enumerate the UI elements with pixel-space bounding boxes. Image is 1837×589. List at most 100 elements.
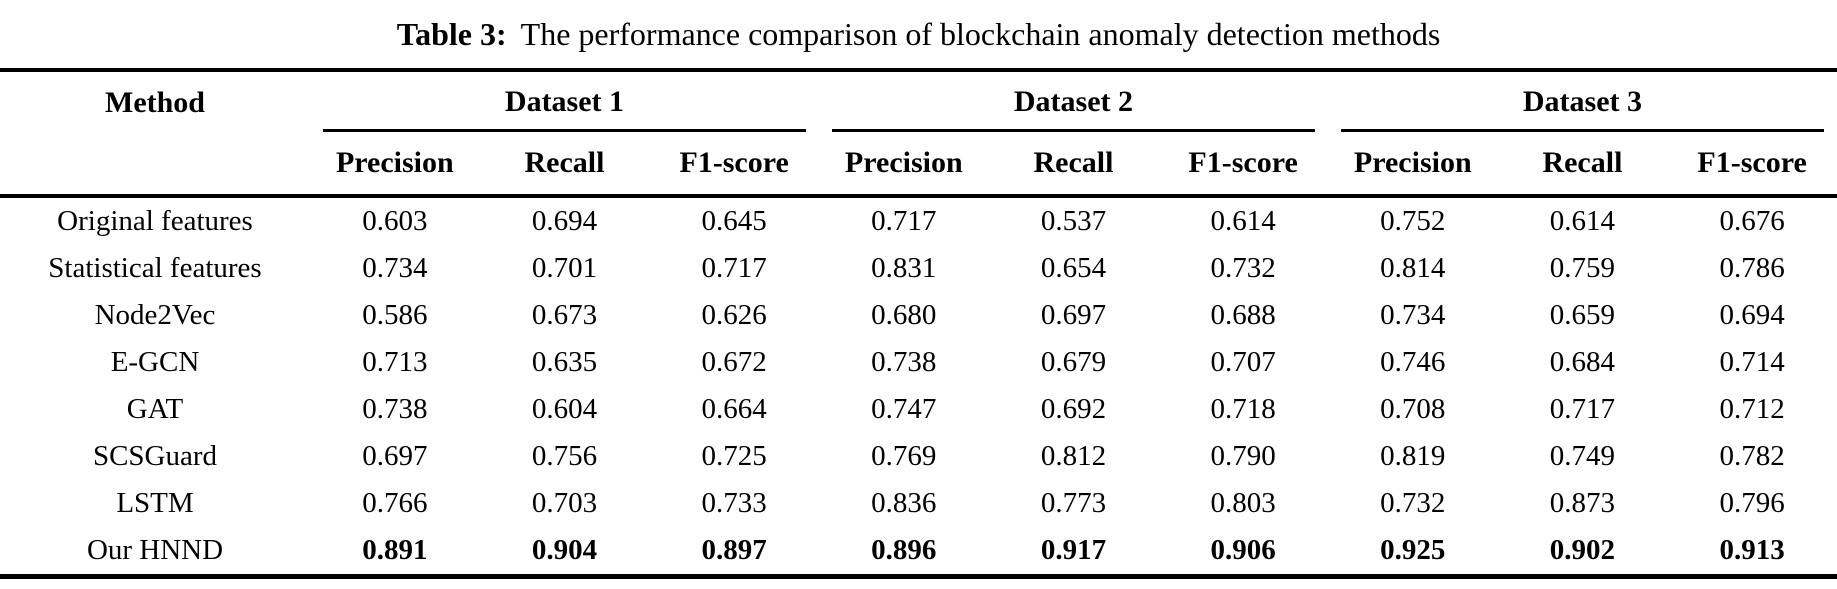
value-cell: 0.732 [1210, 252, 1276, 284]
header-d1-precision: Precision [310, 132, 480, 198]
value-cell: 0.707 [1210, 346, 1276, 378]
header-d3-precision: Precision [1327, 132, 1498, 198]
header-d1-recall: Recall [479, 132, 650, 198]
value-cell: 0.664 [701, 393, 767, 425]
value-cell: 0.782 [1719, 440, 1785, 472]
table-row: SCSGuard 0.697 0.756 0.725 0.769 0.812 0… [0, 433, 1837, 480]
value-cell: 0.747 [871, 393, 937, 425]
header-d3-f1score: F1-score [1667, 132, 1837, 198]
method-cell: Node2Vec [94, 299, 216, 331]
method-cell: Statistical features [48, 252, 262, 284]
value-cell: 0.913 [1719, 534, 1785, 566]
value-cell: 0.906 [1210, 534, 1276, 566]
value-cell: 0.814 [1380, 252, 1446, 284]
value-cell: 0.717 [871, 205, 937, 237]
method-cell: Our HNND [86, 534, 224, 566]
value-cell: 0.712 [1719, 393, 1785, 425]
header-d2-f1score: F1-score [1158, 132, 1328, 198]
value-cell: 0.626 [701, 299, 767, 331]
value-cell: 0.679 [1040, 346, 1107, 378]
value-cell: 0.734 [1380, 299, 1446, 331]
value-cell: 0.746 [1380, 346, 1446, 378]
value-cell: 0.645 [701, 205, 767, 237]
value-cell: 0.717 [1549, 393, 1616, 425]
caption-label: Table 3: [396, 15, 507, 52]
value-cell: 0.692 [1040, 393, 1107, 425]
value-cell: 0.586 [362, 299, 428, 331]
value-cell: 0.756 [531, 440, 598, 472]
value-cell: 0.717 [701, 252, 767, 284]
value-cell: 0.790 [1210, 440, 1276, 472]
value-cell: 0.896 [871, 534, 937, 566]
value-cell: 0.873 [1549, 487, 1616, 519]
value-cell: 0.713 [362, 346, 428, 378]
value-cell: 0.803 [1210, 487, 1276, 519]
value-cell: 0.614 [1210, 205, 1276, 237]
value-cell: 0.672 [701, 346, 767, 378]
value-cell: 0.614 [1549, 205, 1616, 237]
value-cell: 0.537 [1040, 205, 1107, 237]
value-cell: 0.703 [531, 487, 598, 519]
value-cell: 0.732 [1380, 487, 1446, 519]
value-cell: 0.904 [531, 534, 598, 566]
value-cell: 0.773 [1040, 487, 1107, 519]
value-cell: 0.836 [871, 487, 937, 519]
value-cell: 0.604 [531, 393, 598, 425]
value-cell: 0.676 [1719, 205, 1785, 237]
value-cell: 0.694 [531, 205, 598, 237]
method-cell: SCSGuard [92, 440, 218, 472]
value-cell: 0.752 [1380, 205, 1446, 237]
table-row: Statistical features 0.734 0.701 0.717 0… [0, 245, 1837, 292]
value-cell: 0.725 [701, 440, 767, 472]
value-cell: 0.786 [1719, 252, 1785, 284]
value-cell: 0.718 [1210, 393, 1276, 425]
value-cell: 0.694 [1719, 299, 1785, 331]
header-d2-recall: Recall [988, 132, 1159, 198]
value-cell: 0.738 [871, 346, 937, 378]
value-cell: 0.759 [1549, 252, 1616, 284]
value-cell: 0.891 [362, 534, 428, 566]
value-cell: 0.897 [701, 534, 767, 566]
header-d1-f1score: F1-score [649, 132, 819, 198]
value-cell: 0.603 [362, 205, 428, 237]
metric-header-row: Precision Recall F1-score Precision Reca… [0, 132, 1837, 198]
value-cell: 0.734 [362, 252, 428, 284]
group-header-dataset-1: Dataset 1 [310, 70, 819, 132]
table-row: Node2Vec 0.586 0.673 0.626 0.680 0.697 0… [0, 292, 1837, 339]
table-row: Original features 0.603 0.694 0.645 0.71… [0, 196, 1837, 245]
value-cell: 0.697 [1040, 299, 1107, 331]
value-cell: 0.708 [1380, 393, 1446, 425]
value-cell: 0.769 [871, 440, 937, 472]
value-cell: 0.673 [531, 299, 598, 331]
group-header-row: Method Dataset 1 Dataset 2 Dataset 3 [0, 70, 1837, 198]
value-cell: 0.917 [1040, 534, 1107, 566]
value-cell: 0.796 [1719, 487, 1785, 519]
value-cell: 0.714 [1719, 346, 1785, 378]
value-cell: 0.766 [362, 487, 428, 519]
caption-text: The performance comparison of blockchain… [520, 15, 1441, 52]
value-cell: 0.654 [1040, 252, 1107, 284]
value-cell: 0.819 [1380, 440, 1446, 472]
header-d3-recall: Recall [1497, 132, 1668, 198]
value-cell: 0.697 [362, 440, 428, 472]
method-cell: Original features [57, 205, 253, 237]
method-cell: E-GCN [110, 346, 200, 378]
value-cell: 0.749 [1549, 440, 1616, 472]
method-cell: LSTM [116, 487, 194, 519]
table-row: GAT 0.738 0.604 0.664 0.747 0.692 0.718 … [0, 386, 1837, 433]
value-cell: 0.812 [1040, 440, 1107, 472]
performance-table: Method Dataset 1 Dataset 2 Dataset 3 Pre… [0, 68, 1837, 579]
value-cell: 0.738 [362, 393, 428, 425]
method-cell: GAT [126, 393, 184, 425]
value-cell: 0.701 [531, 252, 598, 284]
value-cell: 0.684 [1549, 346, 1616, 378]
table-row: LSTM 0.766 0.703 0.733 0.836 0.773 0.803… [0, 480, 1837, 527]
value-cell: 0.925 [1380, 534, 1446, 566]
table-row-our-method: Our HNND 0.891 0.904 0.897 0.896 0.917 0… [0, 527, 1837, 577]
value-cell: 0.688 [1210, 299, 1276, 331]
value-cell: 0.635 [531, 346, 598, 378]
method-column-header: Method [0, 70, 310, 198]
value-cell: 0.902 [1549, 534, 1616, 566]
